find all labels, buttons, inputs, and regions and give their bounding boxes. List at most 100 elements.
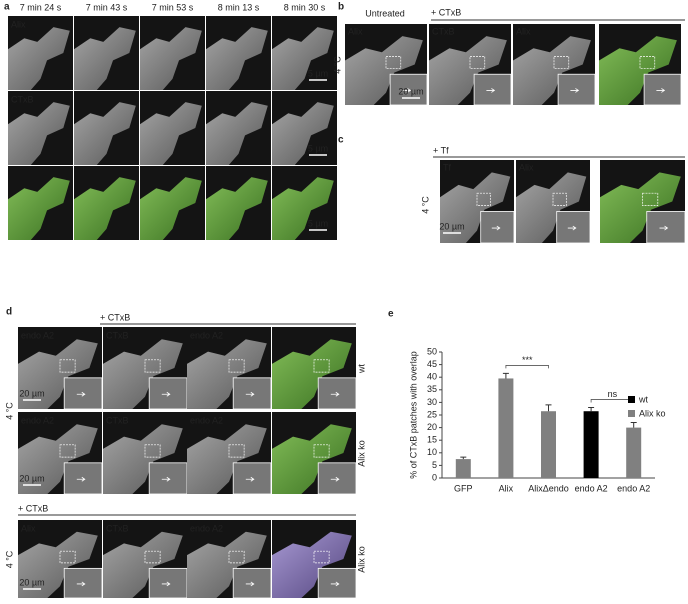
bar [498,378,514,478]
arrow [491,225,501,231]
significance-bracket [505,365,549,369]
condition-label: + CTxB [431,7,461,17]
cell-shape [18,531,98,598]
cell-shape [440,172,511,243]
channel-label: endo A2 [190,330,223,340]
panel-label: b [338,2,344,13]
error-bar [502,372,509,379]
error-bar [545,404,552,412]
cell-shape [429,36,507,105]
scale-bar-label: 20 µm [19,577,44,587]
arrow [330,581,340,587]
arrow [245,476,255,482]
cell-shape [272,177,334,240]
legend-label: Alix ko [639,408,666,418]
arrow [161,391,171,397]
condition-label: + CTxB [100,312,130,322]
roi-box [313,359,330,373]
condition-label: + CTxB [18,503,48,513]
cell-shape [18,339,98,409]
channel-label: endo A2 [21,415,54,425]
scale-bar-label: 20 µm [19,388,44,398]
panel-label: d [6,307,12,318]
y-tick-label: 30 [427,397,437,407]
channel-label: endo A2 [190,523,223,533]
inset [480,211,515,244]
significance-label: ns [608,389,618,399]
panel-label: a [4,2,10,13]
scale-bar-label: 5 µm [308,143,328,153]
channel-label: Alix [516,26,531,36]
inset [556,211,591,244]
legend-swatch [628,410,635,417]
roi-box [642,192,659,206]
time-label: 8 min 30 s [284,2,326,12]
inset [63,377,103,410]
arrow [330,476,340,482]
cell-shape [206,177,268,240]
x-tick-label: Alix [499,483,514,493]
channel-label: Alix [348,26,363,36]
cell-shape [600,172,681,243]
time-label: 7 min 24 s [20,2,62,12]
temperature-label: 4 °C [4,550,14,568]
y-tick-label: 25 [427,409,437,419]
temperature-label: 4 °C [332,56,342,74]
x-tick-label: AlixΔendo [528,483,569,493]
roi-box [228,550,245,564]
arrow [659,225,669,231]
roi-box [469,56,486,69]
cell-shape [599,36,677,105]
y-tick-label: 5 [432,460,437,470]
genotype-label: wt [356,364,366,374]
roi-box [385,56,402,69]
bar [583,411,599,478]
cell-shape [187,531,267,598]
y-tick-label: 15 [427,435,437,445]
y-tick-label: 40 [427,372,437,382]
arrow [402,88,412,93]
y-axis-title: % of CTxB patches with overlap [408,351,418,479]
cell-shape [513,36,591,105]
cell-shape [345,36,423,105]
arrow [245,581,255,587]
cell-shape [74,177,136,240]
arrow [567,225,577,231]
roi-box [59,550,76,564]
cell-shape [272,27,334,91]
scale-bar-label: 5 µm [308,218,328,228]
channel-label: endo A2 [21,330,54,340]
time-label: 7 min 53 s [152,2,194,12]
cell-shape [206,27,268,91]
channel-label: CTxB [106,330,129,340]
channel-label: CTxB [432,26,455,36]
bar [541,411,556,478]
scale-bar-label: 5 µm [308,68,328,78]
y-tick-label: 20 [427,422,437,432]
time-label: 7 min 43 s [86,2,128,12]
y-tick-label: 10 [427,447,437,457]
channel-label: CTxB [106,523,129,533]
genotype-label: Alix ko [356,440,366,467]
roi-box [553,56,570,69]
genotype-label: Alix ko [356,546,366,573]
cell-shape [8,102,70,165]
cell-shape [103,339,183,409]
significance-label: *** [522,355,533,365]
cell-shape [140,102,202,165]
roi-box [59,359,76,373]
cell-shape [272,102,334,165]
bar [626,427,642,478]
cell-shape [103,424,183,494]
panel-label: c [338,135,344,146]
temperature-label: 4 °C [4,402,14,420]
x-tick-label: endo A2 [617,483,650,493]
y-tick-label: 0 [432,472,437,482]
roi-box [228,444,245,458]
arrow [570,88,580,93]
cell-shape [187,424,267,494]
cell-shape [103,531,183,598]
channel-label: Tf [443,162,451,172]
roi-box [59,444,76,458]
scale-bar-label: 20 µm [19,473,44,483]
